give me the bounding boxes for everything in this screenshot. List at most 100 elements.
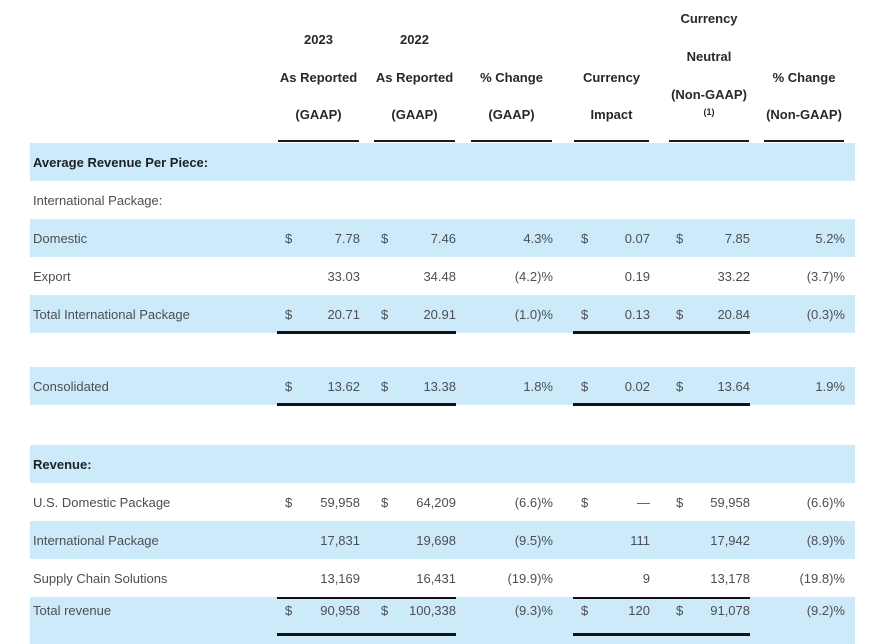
cell-2023: $59,958	[277, 495, 360, 510]
section-row-international-package: International Package:	[30, 181, 855, 219]
cell-pct-change-non-gaap: 5.2%	[815, 230, 845, 246]
column-header-2023-as-reported-gaap: 2023 As Reported (GAAP)	[277, 0, 360, 143]
table-row-international-package: International Package 17,831 19,698 (9.5…	[30, 521, 855, 559]
value: 7.85	[724, 230, 750, 246]
value: 33.03	[327, 268, 360, 284]
footnote-marker: (1)	[703, 107, 715, 117]
cell-2023: $7.78	[277, 231, 360, 246]
header-line: (GAAP)	[391, 107, 438, 122]
header-line: 2023	[304, 32, 333, 47]
header-line: (Non-GAAP)	[766, 107, 842, 122]
header-line: Currency	[680, 11, 738, 26]
value: 20.71	[327, 306, 360, 322]
dollar-sign: $	[581, 494, 589, 510]
header-line: (GAAP)	[295, 107, 342, 122]
cell-pct-change-gaap: 4.3%	[523, 230, 553, 246]
value: 90,958	[320, 603, 360, 618]
value: 91,078	[710, 603, 750, 618]
cell-pct-change-gaap: (9.5)%	[514, 532, 553, 548]
row-label: Total revenue	[33, 603, 112, 618]
cell-pct-change-non-gaap: (19.8)%	[799, 570, 845, 586]
dollar-sign: $	[581, 378, 589, 394]
cell-2022: $100,338	[373, 603, 456, 618]
cell-pct-change-gaap: 1.8%	[523, 378, 553, 394]
value: 17,831	[320, 532, 360, 548]
subtotal-top-rule	[277, 597, 456, 599]
section-row-revenue: Revenue:	[30, 445, 855, 483]
grand-total-underline	[573, 633, 750, 636]
dollar-sign: $	[581, 306, 589, 322]
value: 0.19	[624, 268, 650, 284]
cell-currency-impact: $ —	[573, 495, 650, 510]
value: 111	[630, 532, 650, 548]
cell-currency-impact: $0.07	[573, 231, 650, 246]
row-label: U.S. Domestic Package	[33, 494, 171, 510]
table-row-total-revenue: Total revenue $90,958 $100,338 (9.3)% $1…	[30, 597, 855, 644]
dollar-sign: $	[676, 306, 684, 322]
value: 13,169	[320, 570, 360, 586]
cell-pct-change-non-gaap: (3.7)%	[806, 268, 845, 284]
cell-currency-impact: 111	[573, 533, 650, 548]
dollar-sign: $	[676, 494, 684, 510]
header-line: % Change	[480, 70, 543, 85]
cell-pct-change-gaap: (4.2)%	[514, 268, 553, 284]
cell-pct-change-non-gaap: (6.6)%	[806, 494, 845, 510]
row-label: Total International Package	[33, 306, 190, 322]
value: 0.13	[624, 306, 650, 322]
cell-currency-impact: 9	[573, 571, 650, 586]
dollar-sign: $	[381, 306, 389, 322]
table-row-total-international-package: Total International Package $20.71 $20.9…	[30, 295, 855, 334]
cell-currency-impact: $120	[573, 603, 650, 618]
value: 34.48	[423, 268, 456, 284]
header-line: As Reported	[375, 70, 454, 85]
total-underline	[573, 331, 750, 334]
section-spacer	[30, 333, 855, 367]
header-line: % Change	[772, 70, 836, 85]
table-row-consolidated: Consolidated $13.62 $13.38 1.8% $0.02 $1…	[30, 367, 855, 406]
cell-2022: $20.91	[373, 307, 456, 322]
cell-2022: $7.46	[373, 231, 456, 246]
column-header-currency-impact: Currency Impact	[573, 0, 650, 143]
value: 17,942	[710, 532, 750, 548]
value: 0.02	[624, 378, 650, 394]
cell-currency-neutral: $91,078	[668, 603, 750, 618]
table-row-us-domestic-package: U.S. Domestic Package $59,958 $64,209 (6…	[30, 483, 855, 521]
dollar-sign: $	[676, 603, 684, 618]
cell-currency-neutral: $13.64	[668, 379, 750, 394]
cell-pct-change-gaap: (6.6)%	[514, 494, 553, 510]
cell-2022: $13.38	[373, 379, 456, 394]
dollar-sign: $	[676, 230, 684, 246]
value: 64,209	[416, 494, 456, 510]
total-underline	[277, 403, 456, 406]
dollar-sign: $	[581, 230, 589, 246]
cell-pct-change-non-gaap: (9.2)%	[806, 603, 845, 618]
dollar-sign: $	[285, 306, 293, 322]
table-row-domestic: Domestic $7.78 $7.46 4.3% $0.07 $7.85 5.…	[30, 219, 855, 257]
subtotal-top-rule	[573, 597, 750, 599]
table-row-supply-chain-solutions: Supply Chain Solutions 13,169 16,431 (19…	[30, 559, 855, 597]
dollar-sign: $	[285, 494, 293, 510]
row-label: Export	[33, 268, 71, 284]
cell-currency-neutral: 13,178	[668, 571, 750, 586]
header-line: Impact	[590, 107, 633, 122]
value: 33.22	[717, 268, 750, 284]
value: 7.46	[430, 230, 456, 246]
value: 59,958	[320, 494, 360, 510]
dollar-sign: $	[381, 230, 389, 246]
total-underline	[277, 331, 456, 334]
dollar-sign: $	[676, 378, 684, 394]
column-header-pct-change-gaap: % Change (GAAP)	[470, 0, 553, 143]
value: 120	[628, 603, 650, 618]
dollar-sign: $	[581, 603, 589, 618]
dollar-sign: $	[381, 603, 389, 618]
row-label: International Package	[33, 532, 159, 548]
cell-pct-change-gaap: (1.0)%	[514, 306, 553, 322]
total-underline	[573, 403, 750, 406]
cell-currency-neutral: $20.84	[668, 307, 750, 322]
cell-2023: $13.62	[277, 379, 360, 394]
value: 0.07	[624, 230, 650, 246]
cell-2022: 34.48	[373, 269, 456, 284]
cell-currency-impact: 0.19	[573, 269, 650, 284]
row-label: International Package:	[33, 192, 163, 208]
cell-2022: 16,431	[373, 571, 456, 586]
